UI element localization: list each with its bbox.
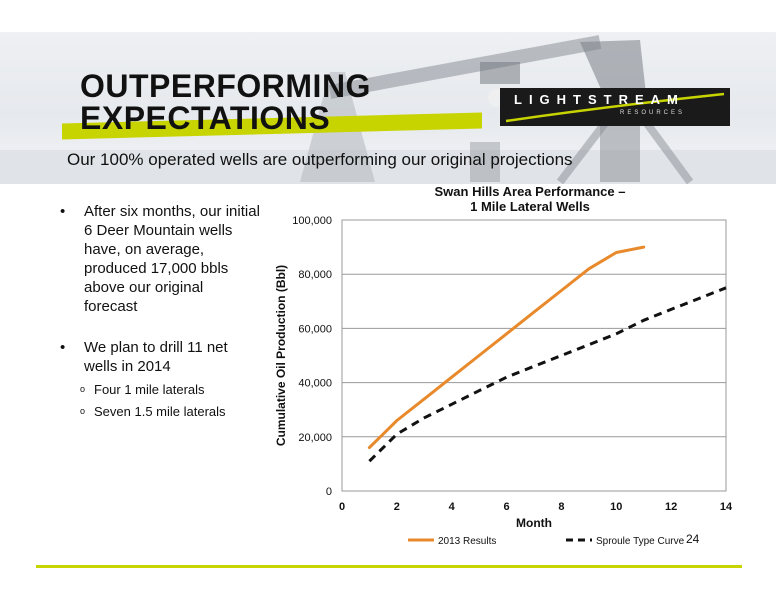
company-logo: LIGHTSTREAM RESOURCES: [500, 88, 730, 126]
y-tick-label: 40,000: [298, 378, 332, 390]
y-axis-title: Cumulative Oil Production (Bbl): [274, 265, 288, 446]
series-line-sproule-type-curve: [368, 286, 727, 463]
x-tick-label: 14: [720, 501, 733, 513]
sub-bullet-item: o Seven 1.5 mile laterals: [60, 403, 260, 420]
bullet-item: • We plan to drill 11 net wells in 2014: [60, 338, 260, 376]
sub-bullet-text: Seven 1.5 mile laterals: [94, 404, 226, 419]
legend-label: Sproule Type Curve: [596, 536, 685, 547]
hollow-bullet-icon: o: [80, 406, 86, 416]
bullet-text: We plan to drill 11 net wells in 2014: [84, 339, 228, 375]
chart-title: Swan Hills Area Performance – 1 Mile Lat…: [380, 184, 680, 214]
x-tick-label: 6: [504, 501, 510, 513]
page-title: OUTPERFORMING EXPECTATIONS: [80, 70, 371, 134]
page-number: 24: [686, 532, 700, 546]
y-tick-label: 100,000: [292, 215, 332, 227]
sub-bullet-text: Four 1 mile laterals: [94, 382, 205, 397]
bullet-item: • After six months, our initial 6 Deer M…: [60, 202, 260, 316]
bullet-dot-icon: •: [60, 203, 66, 220]
x-tick-label: 0: [339, 501, 345, 513]
y-tick-label: 0: [326, 486, 332, 498]
title-line-2: EXPECTATIONS: [80, 100, 331, 136]
y-tick-label: 60,000: [298, 323, 332, 335]
x-tick-label: 12: [665, 501, 677, 513]
logo-swoosh-icon: [505, 92, 725, 123]
chart-title-line-2: 1 Mile Lateral Wells: [470, 199, 590, 214]
hollow-bullet-icon: o: [80, 384, 86, 394]
x-axis-title: Month: [516, 516, 552, 530]
logo-wordmark: LIGHTSTREAM: [514, 92, 685, 107]
bullet-text: After six months, our initial 6 Deer Mou…: [84, 203, 260, 315]
bullet-list: • After six months, our initial 6 Deer M…: [60, 202, 260, 420]
chart-title-line-1: Swan Hills Area Performance –: [434, 184, 626, 199]
logo-tagline: RESOURCES: [620, 110, 686, 116]
sub-bullet-item: o Four 1 mile laterals: [60, 381, 260, 398]
y-tick-label: 80,000: [298, 269, 332, 281]
y-tick-label: 20,000: [298, 432, 332, 444]
x-tick-label: 8: [558, 501, 564, 513]
x-tick-label: 2: [394, 501, 400, 513]
bullet-dot-icon: •: [60, 339, 66, 356]
title-line-1: OUTPERFORMING: [80, 68, 371, 104]
series-line-2013-results: [367, 245, 646, 450]
plot-area: [341, 219, 727, 492]
footer-accent-line: [36, 565, 742, 568]
x-tick-label: 4: [449, 501, 456, 513]
page-subtitle: Our 100% operated wells are outperformin…: [67, 150, 573, 169]
x-tick-label: 10: [610, 501, 622, 513]
legend-label: 2013 Results: [438, 536, 496, 547]
